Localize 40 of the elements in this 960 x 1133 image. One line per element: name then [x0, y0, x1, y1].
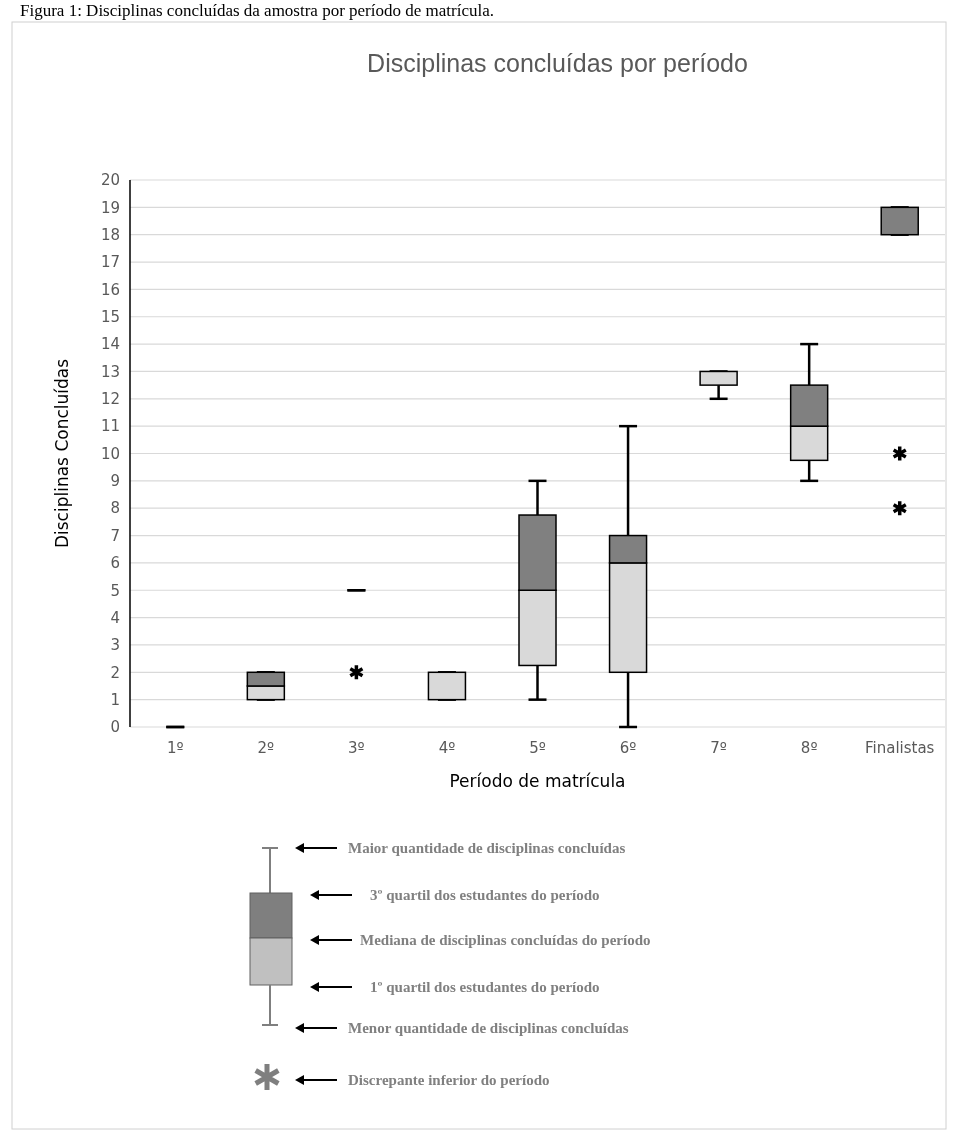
- x-tick-label: 4º: [438, 739, 456, 757]
- y-tick-label: 0: [110, 718, 120, 737]
- x-tick-label: 1º: [166, 739, 184, 757]
- x-tick-label: 8º: [800, 739, 818, 757]
- x-tick-label: 6º: [619, 739, 637, 757]
- text: Mediana de disciplinas concluídas do período: [360, 932, 651, 949]
- y-tick-label: 5: [110, 581, 120, 600]
- y-tick-label: 9: [110, 472, 120, 491]
- x-tick-label: 3º: [348, 739, 365, 757]
- y-tick-label: 14: [100, 335, 120, 354]
- x-tick-label: 7º: [710, 739, 727, 757]
- text: Discrepante inferior do período: [348, 1072, 550, 1089]
- y-tick-label: 16: [100, 280, 120, 299]
- y-tick-label: 6: [110, 554, 120, 573]
- y-tick-label: 19: [100, 198, 120, 217]
- y-tick-label: 3: [110, 636, 120, 655]
- y-tick-label: 2: [110, 663, 120, 682]
- y-tick-label: 8: [110, 499, 120, 518]
- text: 1º quartil dos estudantes do período: [370, 979, 600, 996]
- chart-title: Disciplinas concluídas por período: [367, 49, 748, 77]
- y-tick-label: 12: [100, 390, 120, 409]
- y-tick-label: 17: [100, 253, 120, 272]
- text: 3º quartil dos estudantes do período: [370, 887, 600, 904]
- x-axis-title: Período de matrícula: [449, 771, 626, 791]
- y-tick-label: 20: [100, 171, 120, 190]
- y-tick-label: 13: [100, 362, 120, 381]
- x-tick-label: 5º: [529, 739, 546, 757]
- x-tick-label: 2º: [257, 739, 275, 757]
- y-tick-label: 15: [100, 308, 120, 326]
- y-tick-label: 4: [110, 608, 120, 627]
- text: Figura 1: Disciplinas concluídas da amostra por período de matrícula.: [20, 1, 494, 20]
- y-tick-label: 11: [100, 417, 120, 436]
- x-tick-label: Finalistas: [865, 739, 935, 757]
- y-axis-title: Disciplinas Concluídas: [52, 358, 72, 549]
- y-tick-label: 18: [100, 225, 120, 244]
- text: Menor quantidade de disciplinas concluídas: [348, 1020, 629, 1037]
- y-tick-label: 1: [110, 690, 120, 709]
- text: Maior quantidade de disciplinas concluídas: [348, 840, 626, 857]
- y-tick-label: 7: [110, 526, 120, 545]
- y-tick-label: 10: [100, 444, 120, 463]
